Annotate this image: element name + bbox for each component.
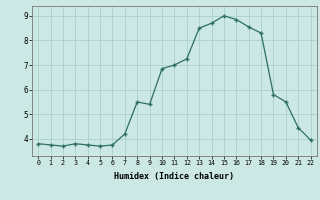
X-axis label: Humidex (Indice chaleur): Humidex (Indice chaleur) xyxy=(115,172,234,181)
